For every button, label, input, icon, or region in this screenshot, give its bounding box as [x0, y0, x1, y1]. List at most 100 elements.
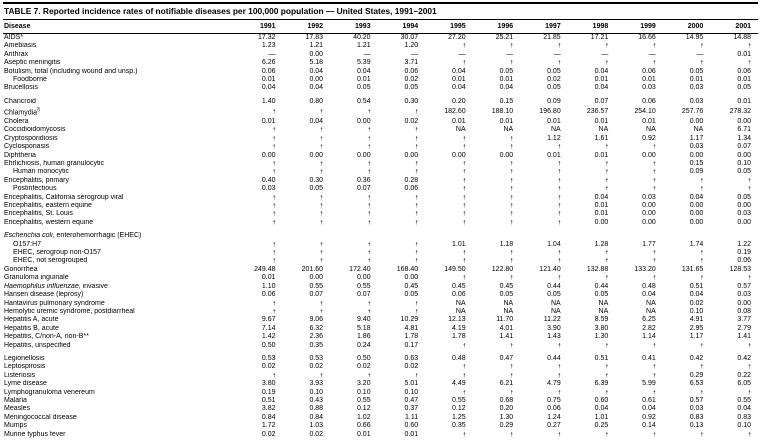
- value-cell: 1.23: [261, 42, 276, 50]
- value-cell: 0.06: [261, 291, 276, 299]
- value-cell: 0.19: [261, 388, 276, 396]
- value-cell: †: [425, 168, 473, 176]
- value-cell: 0.00: [356, 151, 371, 159]
- dagger-footnote-mark: †: [557, 219, 561, 226]
- value-cell: 27.20: [448, 34, 466, 41]
- dagger-footnote-mark: †: [605, 169, 609, 176]
- value-cell: 0.01: [356, 76, 371, 84]
- value-cell: †: [663, 342, 711, 350]
- value-cell: 0.01: [594, 210, 609, 218]
- disease-name: Mumps: [4, 422, 27, 430]
- dagger-footnote-mark: †: [605, 389, 609, 396]
- value-cell: 0.04: [642, 291, 656, 299]
- value-cell: †: [520, 143, 568, 151]
- disease-name: Postinfectious: [13, 185, 57, 193]
- value-cell: 0.02: [547, 76, 561, 84]
- disease-name: Cryptosporidiosis: [4, 134, 58, 142]
- value-cell: 0.05: [404, 84, 419, 92]
- value-cell: †: [663, 274, 711, 282]
- table-row: Cryptosporidiosis † † † † † † 1.12 1.61 0.92 1.17 1…: [3, 135, 758, 143]
- table-row: Meningococcal disease 0.84 0.84 1.02 1.11 1.2…: [3, 414, 758, 422]
- value-cell: 249.48: [254, 265, 276, 273]
- table-row: Lyme disease 3.80 3.93 3.20 5.01 4.49 6.21 4.79…: [3, 380, 758, 388]
- value-cell: 0.68: [499, 396, 514, 404]
- value-cell: 1.42: [261, 333, 276, 341]
- value-cell: 0.00: [499, 151, 514, 159]
- value-cell: 0.01: [737, 76, 751, 84]
- value-cell: 0.12: [356, 405, 371, 413]
- value-cell: †: [663, 42, 711, 50]
- value-cell: †: [283, 168, 331, 176]
- value-cell: †: [710, 342, 758, 350]
- value-cell: 3.82: [261, 405, 276, 413]
- table-row: Brucellosis 0.04 0.04 0.05 0.05 0.04 0.04 0.05 0…: [3, 84, 758, 92]
- value-cell: 1.20: [404, 42, 419, 50]
- value-cell: 4.91: [689, 316, 704, 324]
- value-cell: 9.40: [356, 316, 371, 324]
- disease-name: Cyclosporiasis: [4, 143, 50, 151]
- value-cell: 6.71: [737, 126, 751, 134]
- value-cell: †: [425, 249, 473, 257]
- dagger-footnote-mark: †: [510, 144, 514, 151]
- value-cell: 0.04: [594, 193, 609, 201]
- value-cell: 10.29: [400, 316, 419, 324]
- dagger-footnote-mark: †: [653, 186, 656, 193]
- table-row: Coccidioidomycosis † † † † NA NA NA NA NA NA 6.71: [3, 126, 758, 134]
- dagger-footnote-mark: †: [415, 219, 419, 226]
- column-header-year: 1995: [425, 20, 473, 34]
- value-cell: 182.60: [444, 107, 466, 115]
- dagger-footnote-mark: †: [462, 211, 466, 218]
- dagger-footnote-mark: †: [557, 372, 561, 379]
- value-cell: 128.53: [729, 265, 751, 273]
- dagger-footnote-mark: †: [462, 144, 466, 151]
- value-cell: 0.08: [737, 307, 751, 315]
- value-cell: †: [663, 185, 711, 193]
- value-cell: NA: [550, 299, 561, 307]
- value-cell: 0.02: [261, 430, 276, 438]
- table-row: Hepatitis, unspecified 0.50 0.35 0.24 0.17 † †…: [3, 342, 758, 350]
- value-cell: 5.18: [309, 59, 324, 67]
- dagger-footnote-mark: †: [510, 219, 514, 226]
- value-cell: 0.40: [261, 176, 276, 184]
- dagger-footnote-mark: †: [653, 43, 656, 50]
- value-cell: 3.93: [309, 380, 324, 388]
- dagger-footnote-mark: †: [272, 169, 276, 176]
- value-cell: 0.01: [452, 76, 466, 84]
- value-cell: †: [235, 168, 283, 176]
- value-cell: —: [601, 50, 609, 58]
- value-cell: 133.20: [634, 265, 656, 273]
- value-cell: †: [520, 431, 568, 439]
- value-cell: 0.02: [309, 363, 324, 371]
- value-cell: NA: [693, 126, 704, 134]
- value-cell: 0.36: [356, 176, 371, 184]
- dagger-footnote-mark: †: [557, 342, 561, 349]
- dagger-footnote-mark: †: [462, 203, 466, 210]
- table-row: AIDS* 17.32 17.83 40.20 30.07 27.20 25.21 21.85…: [3, 34, 758, 43]
- value-cell: †: [235, 300, 283, 308]
- value-cell: 0.60: [404, 422, 419, 430]
- value-cell: †: [710, 274, 758, 282]
- dagger-footnote-mark: †: [557, 161, 561, 168]
- value-cell: 0.03: [689, 84, 704, 92]
- value-cell: †: [568, 143, 616, 151]
- dagger-footnote-mark: †: [557, 169, 561, 176]
- table-row: Hantavirus pulmonary syndrome † † † † NA NA NA N…: [3, 300, 758, 308]
- value-cell: 0.01: [404, 430, 419, 438]
- dagger-footnote-mark: †: [748, 186, 751, 193]
- value-cell: †: [330, 160, 378, 168]
- value-cell: [330, 232, 378, 240]
- disease-name: Legionellosis: [4, 354, 45, 362]
- dagger-footnote-mark: †: [367, 169, 371, 176]
- value-cell: †: [710, 389, 758, 397]
- value-cell: 5.39: [356, 59, 371, 67]
- value-cell: 1.04: [547, 240, 561, 248]
- table-row: Haemophilus influenzae, invasive 1.10 0.55…: [3, 283, 758, 291]
- dagger-footnote-mark: †: [700, 177, 704, 184]
- value-cell: 0.04: [452, 67, 466, 75]
- value-cell: 0.48: [452, 354, 466, 362]
- value-cell: †: [568, 431, 616, 439]
- value-cell: 149.50: [444, 265, 466, 273]
- value-cell: 5.01: [404, 380, 419, 388]
- value-cell: 9.06: [309, 316, 324, 324]
- value-cell: †: [425, 194, 473, 202]
